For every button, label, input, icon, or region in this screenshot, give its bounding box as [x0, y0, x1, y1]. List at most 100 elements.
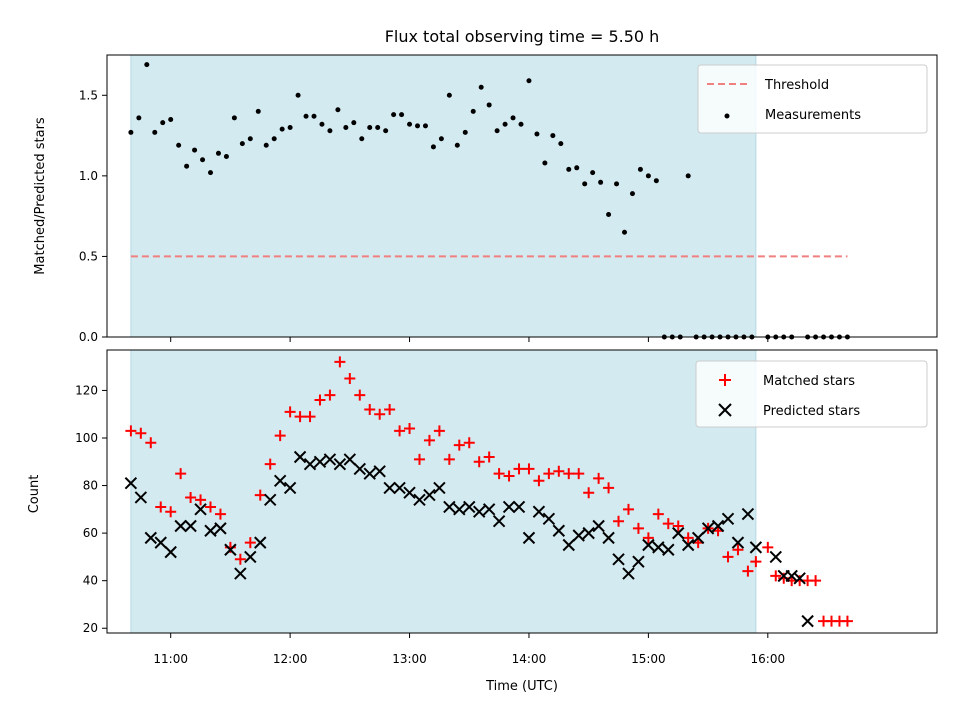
matched-star-marker — [354, 389, 366, 401]
count-x-tick-label: 14:00 — [512, 652, 547, 666]
matched-star-marker — [284, 406, 296, 418]
predicted-star-marker — [363, 467, 376, 480]
predicted-star-marker — [283, 481, 297, 495]
matched-star-marker — [672, 520, 684, 532]
measurement-point — [152, 129, 158, 135]
measurement-point — [518, 121, 524, 127]
predicted-star-marker — [353, 462, 366, 476]
predicted-star-marker — [383, 481, 396, 495]
measurement-point — [335, 107, 341, 113]
predicted-star-marker — [711, 519, 725, 533]
predicted-star-marker — [154, 536, 167, 549]
ratio-x-ticks — [170, 337, 769, 342]
predicted-star-marker — [785, 569, 798, 583]
matched-star-marker — [533, 475, 545, 487]
predicted-stars-points — [124, 450, 814, 628]
matched-star-marker — [583, 487, 595, 499]
matched-star-marker — [503, 470, 515, 482]
ratio-y-tick-label: 1.0 — [79, 169, 98, 183]
matched-star-marker — [463, 437, 475, 449]
ratio-y-tick-label: 1.5 — [79, 88, 98, 102]
measurement-point — [566, 166, 572, 172]
measurement-point — [502, 121, 508, 127]
matched-star-marker — [294, 411, 306, 423]
measurement-point — [168, 116, 174, 122]
predicted-star-marker — [592, 519, 605, 533]
measurement-point — [526, 78, 532, 84]
predicted-star-marker — [164, 545, 177, 559]
matched-star-marker — [841, 615, 853, 627]
measurement-point — [375, 125, 381, 131]
count-axes-frame — [106, 349, 938, 634]
count-y-tick-label: 20 — [83, 621, 98, 635]
measurement-point — [136, 115, 142, 121]
measurement-point — [192, 147, 198, 153]
ratio-panel: 0.0 0.5 1.0 1.5 Matched/Predicted stars Thr… — [33, 54, 938, 344]
predicted-star-marker — [254, 536, 267, 549]
measurement-point — [590, 170, 596, 176]
predicted-star-marker — [652, 541, 665, 554]
measurement-point — [231, 115, 237, 121]
measurement-point — [629, 191, 635, 197]
matched-star-marker — [613, 515, 625, 527]
measurement-point — [184, 163, 190, 169]
measurement-point — [359, 136, 365, 142]
matched-star-marker — [274, 430, 286, 442]
predicted-star-marker — [463, 500, 476, 514]
predicted-star-marker — [701, 522, 715, 535]
predicted-star-marker — [333, 457, 347, 471]
matched-star-marker — [423, 434, 435, 446]
predicted-star-marker — [532, 505, 546, 518]
matched-star-marker — [135, 427, 147, 439]
measurement-point — [383, 128, 389, 134]
predicted-star-marker — [124, 476, 138, 490]
predicted-star-marker — [492, 515, 506, 528]
matched-star-marker — [384, 403, 396, 415]
measurement-point — [582, 181, 588, 187]
measurement-point — [200, 157, 206, 163]
predicted-star-marker — [681, 538, 695, 552]
count-x-tick-label: 13:00 — [392, 652, 427, 666]
legend-measurements-swatch — [724, 113, 730, 119]
matched-star-marker — [344, 373, 356, 385]
measurement-point — [399, 112, 405, 118]
matched-star-marker — [205, 501, 217, 513]
measurement-point — [351, 120, 357, 126]
matched-star-marker — [314, 394, 326, 406]
measurement-point — [454, 142, 460, 148]
matched-star-marker — [175, 468, 187, 480]
predicted-star-marker — [293, 450, 307, 464]
ratio-y-axis-label: Matched/Predicted stars — [33, 117, 48, 275]
measurement-point — [438, 136, 444, 142]
legend-measurements-label: Measurements — [765, 108, 861, 123]
measurement-point — [422, 123, 428, 129]
matched-star-marker — [254, 489, 266, 501]
matched-star-marker — [732, 544, 744, 556]
matched-star-marker — [632, 522, 644, 534]
predicted-star-marker — [264, 493, 277, 507]
predicted-star-marker — [522, 531, 536, 545]
measurement-point — [574, 165, 580, 171]
matched-star-marker — [404, 422, 416, 434]
predicted-star-marker — [224, 543, 237, 556]
measurement-point — [470, 108, 476, 114]
measurement-point — [407, 121, 413, 127]
predicted-star-marker — [323, 453, 337, 466]
predicted-star-marker — [134, 491, 148, 504]
predicted-star-marker — [204, 524, 217, 537]
predicted-star-marker — [642, 538, 655, 552]
measurement-point — [494, 128, 500, 134]
predicted-star-marker — [672, 526, 685, 540]
measurement-point — [542, 160, 548, 166]
predicted-star-marker — [174, 519, 187, 533]
predicted-star-marker — [273, 474, 287, 488]
matched-star-marker — [155, 501, 167, 513]
predicted-star-marker — [721, 512, 735, 526]
matched-star-marker — [195, 494, 207, 506]
legend-predicted-swatch — [718, 403, 732, 417]
predicted-star-marker — [453, 503, 466, 516]
matched-star-marker — [593, 472, 605, 484]
predicted-star-marker — [502, 500, 516, 514]
legend-matched-swatch — [719, 374, 731, 386]
matched-star-marker — [443, 453, 455, 465]
